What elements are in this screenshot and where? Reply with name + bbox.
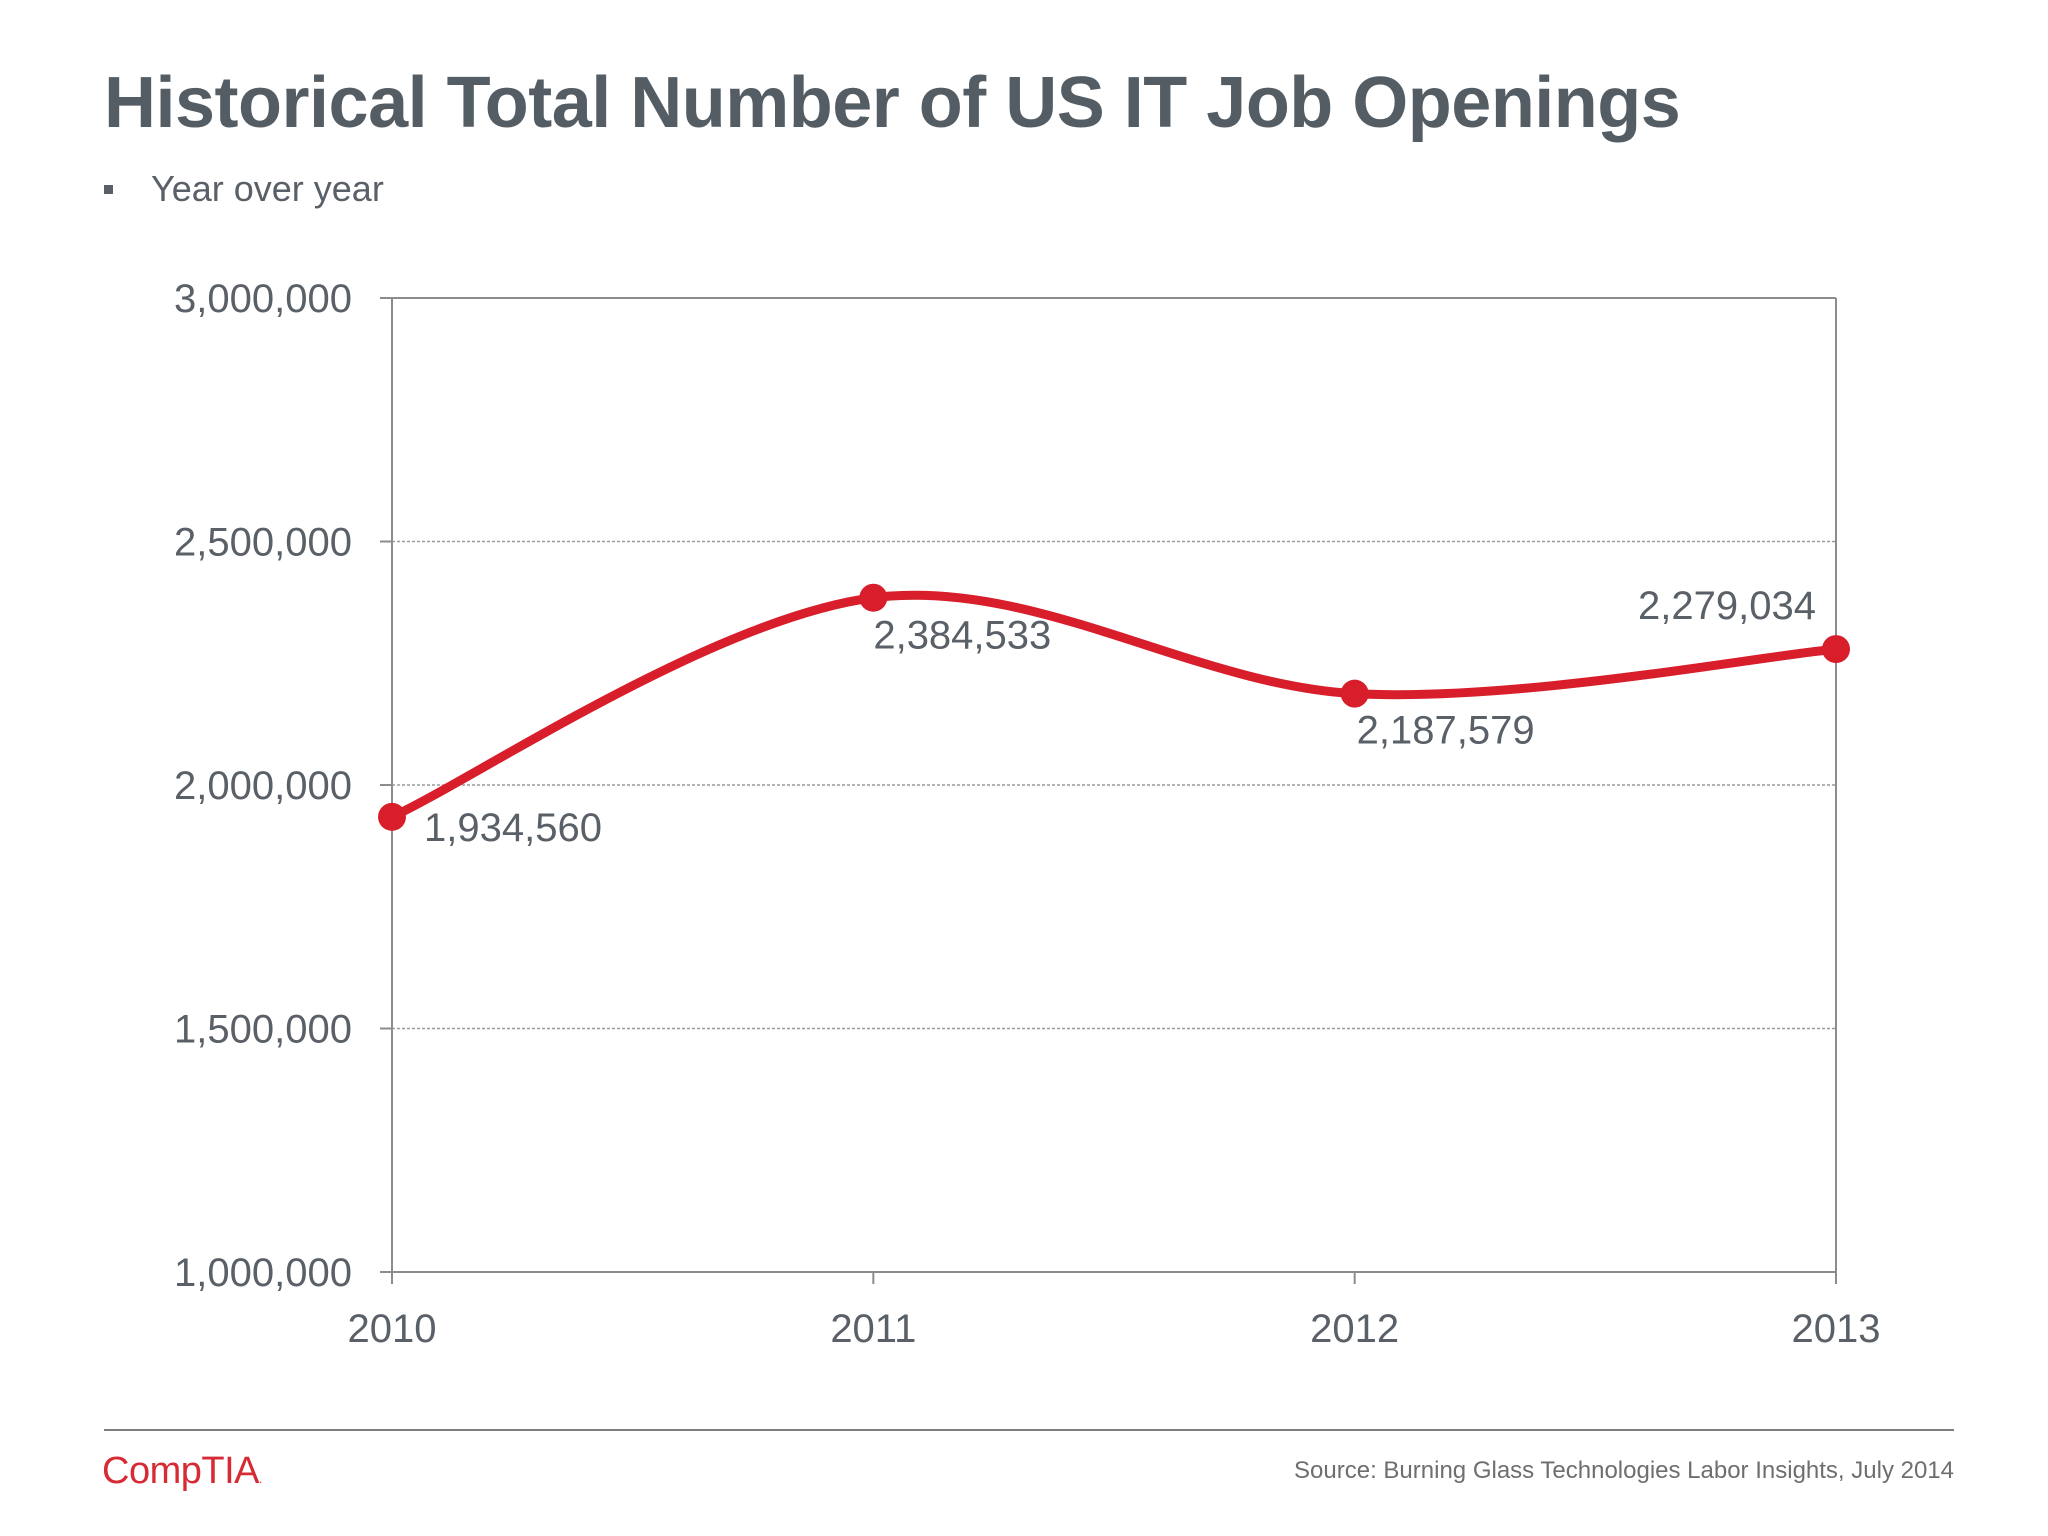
data-point <box>859 583 888 612</box>
data-label: 1,934,560 <box>424 806 602 850</box>
bullet-text: Year over year <box>151 168 384 209</box>
x-tick-label: 2012 <box>1310 1307 1399 1351</box>
y-tick-label: 2,500,000 <box>174 521 352 565</box>
source-note: Source: Burning Glass Technologies Labor… <box>1294 1457 1954 1484</box>
x-tick-label: 2011 <box>830 1307 916 1351</box>
line-chart: 1,000,000 1,500,000 2,000,000 2,500,000 3,00… <box>174 277 1881 1351</box>
y-tick-label: 1,500,000 <box>174 1008 352 1052</box>
comptia-logo: CompTIA. <box>102 1450 262 1493</box>
logo-mark: . <box>258 1472 262 1486</box>
y-tick-label: 1,000,000 <box>174 1251 352 1295</box>
subtitle-bullet: Year over year <box>104 168 384 210</box>
data-point <box>1340 679 1369 708</box>
series-line <box>387 590 1841 822</box>
x-tick-label: 2013 <box>1792 1307 1881 1351</box>
data-point <box>1822 635 1850 664</box>
slide-title: Historical Total Number of US IT Job Ope… <box>104 63 1681 143</box>
data-point <box>378 802 406 831</box>
data-label: 2,384,533 <box>873 614 1051 658</box>
y-tick-label: 2,000,000 <box>174 764 352 808</box>
bullet-marker <box>104 184 113 194</box>
footer-divider <box>104 1429 1954 1431</box>
x-tick-label: 2010 <box>348 1307 437 1351</box>
data-label: 2,187,579 <box>1357 709 1535 753</box>
y-tick-label: 3,000,000 <box>174 277 352 321</box>
logo-text: CompTIA <box>102 1450 259 1492</box>
data-label: 2,279,034 <box>1638 584 1816 628</box>
